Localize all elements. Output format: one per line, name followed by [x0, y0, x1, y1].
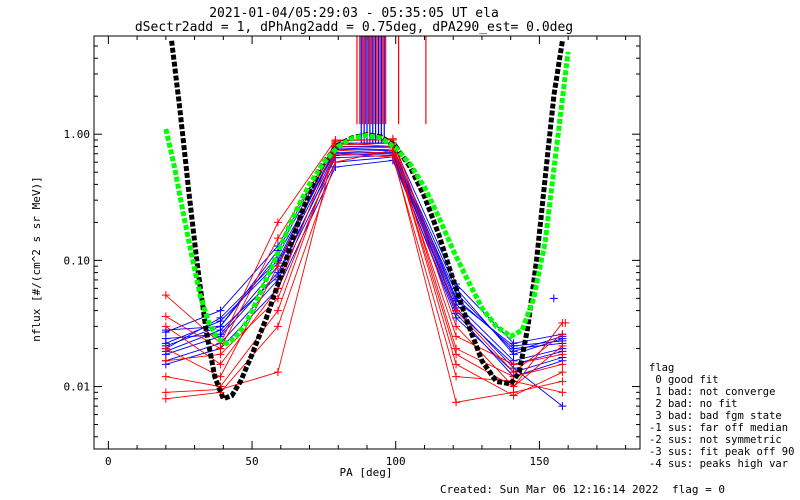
series-line — [165, 149, 563, 403]
y-axis-label: nflux [#/(cm^2 s sr MeV)] — [30, 176, 43, 342]
legend-item: 1 bad: not converge — [649, 386, 775, 398]
data-point — [273, 262, 282, 271]
data-point — [161, 322, 170, 331]
data-point — [558, 330, 567, 339]
data-point — [452, 360, 461, 369]
legend-item: 0 good fit — [649, 374, 719, 386]
data-point — [558, 341, 567, 350]
data-point — [331, 158, 340, 167]
y-tick-label: 0.10 — [64, 254, 91, 267]
y-tick-label: 1.00 — [64, 128, 91, 141]
footer-flag: flag = 0 — [672, 483, 725, 496]
series-line — [165, 149, 563, 400]
reference-curve — [163, 51, 571, 347]
series-line — [165, 142, 563, 397]
data-point — [161, 312, 170, 321]
data-point — [216, 326, 225, 335]
data-point — [216, 317, 225, 326]
legend-item: -2 sus: not symmetric — [649, 434, 782, 446]
legend-item: -4 sus: peaks high var — [649, 458, 788, 470]
data-point — [273, 368, 282, 377]
data-point — [452, 350, 461, 359]
data-point — [216, 306, 225, 315]
data-point — [161, 372, 170, 381]
data-point — [561, 318, 570, 327]
data-point — [161, 291, 170, 300]
footer-created: Created: Sun Mar 06 12:16:14 2022 — [440, 483, 659, 496]
data-point — [509, 368, 518, 377]
series-line — [165, 153, 563, 393]
series-line — [165, 142, 563, 393]
x-axis-label: PA [deg] — [340, 466, 393, 479]
chart-title-line2: dSectr2add = 1, dPhAng2add = 0.75deg, dP… — [135, 20, 573, 35]
data-point — [558, 402, 567, 411]
legend-title: flag — [649, 362, 674, 374]
data-point — [161, 394, 170, 403]
x-tick-label: 50 — [245, 455, 258, 468]
data-point — [161, 356, 170, 365]
x-tick-label: 0 — [105, 455, 112, 468]
data-point — [452, 332, 461, 341]
x-tick-label: 100 — [386, 455, 406, 468]
data-point — [509, 341, 518, 350]
data-point — [273, 218, 282, 227]
data-point — [558, 350, 567, 359]
data-point — [452, 322, 461, 331]
data-point — [216, 344, 225, 353]
legend-item: -1 sus: far off median — [649, 422, 788, 434]
data-point — [549, 294, 558, 303]
data-point — [161, 344, 170, 353]
axes: 0 50 100 150 0.01 0.10 1.00 — [64, 35, 640, 468]
data-point — [388, 134, 397, 143]
data-point — [558, 368, 567, 377]
x-tick-label: 150 — [529, 455, 549, 468]
series-line — [165, 151, 563, 352]
data-point — [558, 388, 567, 397]
data-point — [273, 322, 282, 331]
data-point — [216, 360, 225, 369]
legend-item: 2 bad: no fit — [649, 398, 738, 410]
y-tick-label: 0.01 — [64, 381, 91, 394]
series-line — [165, 147, 563, 355]
data-point — [216, 372, 225, 381]
series-line — [165, 145, 563, 350]
series-line — [165, 148, 563, 347]
data-point — [273, 306, 282, 315]
series-line — [165, 138, 563, 378]
data-point — [509, 360, 518, 369]
data-point — [273, 234, 282, 243]
data-point — [452, 398, 461, 407]
legend-item: 3 bad: bad fgm state — [649, 410, 782, 422]
series-line — [165, 153, 563, 407]
data-point — [558, 360, 567, 369]
data-point — [558, 377, 567, 386]
series-line — [165, 156, 563, 373]
data-point — [452, 372, 461, 381]
series-line — [165, 145, 563, 388]
legend-item: -3 sus: fit peak off 90 — [649, 446, 794, 458]
data-point — [452, 306, 461, 315]
chart-title-line1: 2021-01-04/05:29:03 - 05:35:05 UT ela — [209, 6, 499, 21]
data-layer — [161, 36, 571, 411]
